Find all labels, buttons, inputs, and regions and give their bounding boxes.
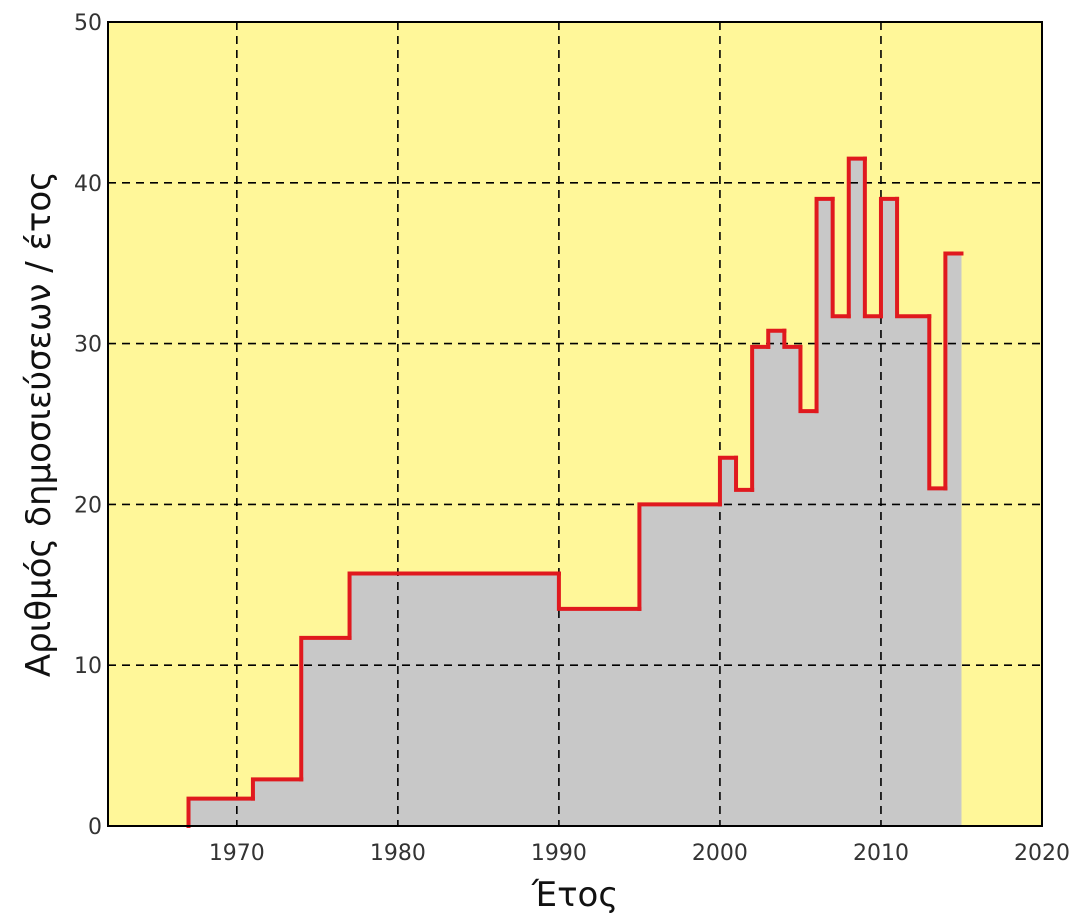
y-tick-10: 10: [74, 654, 102, 679]
series-0-area: [188, 158, 962, 826]
series-0-step-2013: [927, 314, 948, 491]
series-0-step-2007: [830, 196, 851, 319]
series-0-step-1977: [347, 571, 561, 640]
y-axis-title: Αριθμός δημοσιεύσεων / έτος: [19, 171, 59, 677]
x-tick-1980: 1980: [370, 841, 426, 866]
series-0-step-2014: [943, 251, 964, 491]
series-0-step-2008: [846, 156, 867, 319]
x-tick-labels: 1970 1980 1990 2000 2010 2020: [209, 841, 1070, 866]
x-axis-title: Έτος: [531, 875, 619, 915]
series-0-step-2005: [798, 344, 819, 414]
series-0-step-2003: [766, 328, 787, 349]
series-0-step-2011: [895, 196, 932, 319]
series-0-step-2009: [862, 156, 883, 319]
series-0-step-2002: [750, 344, 771, 492]
x-tick-1970: 1970: [209, 841, 265, 866]
x-tick-2010: 2010: [853, 841, 909, 866]
x-tick-2020: 2020: [1014, 841, 1070, 866]
series-0-step-2000: [717, 455, 739, 507]
series-0-step-1971: [250, 777, 304, 801]
y-tick-50: 50: [74, 11, 102, 36]
series-0-step-1990: [556, 571, 642, 611]
series-0-step-2006: [814, 196, 835, 414]
series-0-step-1974: [299, 635, 352, 782]
series-0-step-2004: [782, 328, 803, 349]
series-0-step-2010: [878, 196, 900, 319]
series-0-step-1995: [637, 502, 722, 611]
area-fill-layer: [188, 158, 962, 826]
grid-layer: [108, 22, 1042, 826]
y-tick-20: 20: [74, 493, 102, 518]
series-0-step-1967: [186, 796, 255, 828]
x-tick-1990: 1990: [531, 841, 587, 866]
series-0-step-2001: [734, 455, 755, 492]
y-tick-40: 40: [74, 172, 102, 197]
y-tick-0: 0: [88, 815, 102, 840]
series-line-layer: [186, 156, 964, 828]
y-tick-30: 30: [74, 333, 102, 358]
plot-frame: [107, 21, 1043, 827]
y-tick-labels: 0 10 20 30 40 50: [74, 11, 102, 840]
x-tick-2000: 2000: [692, 841, 748, 866]
